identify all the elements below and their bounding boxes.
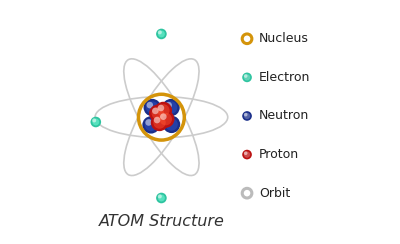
Circle shape — [92, 119, 99, 125]
Circle shape — [149, 105, 166, 122]
Circle shape — [145, 119, 157, 131]
Circle shape — [165, 118, 178, 131]
Circle shape — [144, 99, 161, 116]
Circle shape — [163, 116, 180, 133]
Circle shape — [90, 117, 101, 127]
Circle shape — [146, 101, 158, 114]
Circle shape — [140, 96, 183, 139]
Circle shape — [160, 113, 167, 120]
Text: Neutron: Neutron — [259, 110, 309, 122]
Circle shape — [242, 150, 252, 159]
Circle shape — [244, 113, 250, 119]
Circle shape — [242, 72, 252, 82]
Text: ATOM Structure: ATOM Structure — [98, 214, 224, 229]
Circle shape — [160, 113, 172, 125]
Circle shape — [156, 29, 167, 39]
Circle shape — [244, 74, 248, 78]
Circle shape — [158, 105, 164, 111]
Circle shape — [151, 114, 168, 131]
Circle shape — [158, 30, 162, 34]
Circle shape — [155, 102, 172, 119]
Circle shape — [242, 188, 252, 198]
Circle shape — [158, 194, 162, 198]
Circle shape — [166, 119, 172, 125]
Circle shape — [142, 116, 160, 133]
Circle shape — [162, 99, 180, 116]
Circle shape — [244, 152, 250, 158]
Circle shape — [165, 101, 177, 114]
Text: Orbit: Orbit — [259, 187, 290, 200]
Circle shape — [242, 34, 252, 44]
Circle shape — [146, 102, 153, 108]
Text: Electron: Electron — [259, 71, 310, 84]
Circle shape — [154, 117, 160, 123]
Circle shape — [92, 118, 96, 122]
Circle shape — [158, 30, 165, 37]
Circle shape — [157, 104, 170, 117]
Circle shape — [152, 108, 159, 114]
Circle shape — [158, 194, 165, 202]
Circle shape — [242, 111, 252, 121]
Circle shape — [153, 116, 166, 129]
Text: Proton: Proton — [259, 148, 299, 161]
Text: Nucleus: Nucleus — [259, 32, 309, 45]
Circle shape — [244, 74, 250, 81]
Circle shape — [157, 111, 174, 128]
Circle shape — [156, 193, 167, 203]
Circle shape — [152, 107, 164, 120]
Circle shape — [244, 113, 248, 116]
Circle shape — [244, 151, 248, 155]
Circle shape — [165, 102, 172, 108]
Circle shape — [145, 119, 152, 126]
